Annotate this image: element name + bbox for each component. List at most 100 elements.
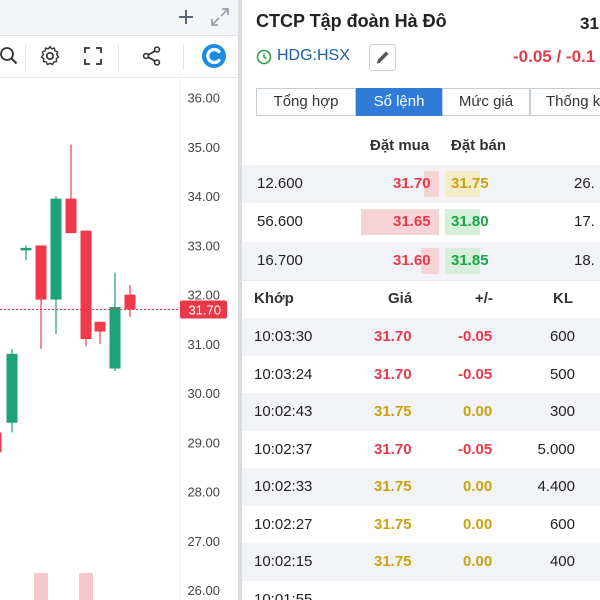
- plus-icon[interactable]: [174, 5, 198, 29]
- trade-volume: 300: [549, 403, 575, 420]
- orderbook-row[interactable]: 56.600 31.65 31.80 17.: [242, 203, 600, 241]
- trade-change: 0.00: [463, 553, 493, 570]
- candle-body: [20, 247, 32, 251]
- trade-row[interactable]: 10:02:27 31.75 0.00 600: [242, 506, 600, 544]
- y-axis-tick-label: 29.00: [187, 435, 220, 450]
- tab-thong-ke[interactable]: Thống k: [530, 88, 600, 116]
- clock-icon: [256, 49, 272, 65]
- buy-volume: 12.600: [257, 175, 303, 192]
- sell-volume: 18.: [574, 252, 595, 269]
- buy-price: 31.60: [393, 252, 431, 269]
- pencil-icon: [376, 51, 389, 64]
- y-axis-tick-label: 32.00: [187, 288, 220, 303]
- toolbar-divider: [183, 44, 184, 70]
- ticker-symbol[interactable]: HDG:HSX: [277, 47, 350, 64]
- tab-muc-gia[interactable]: Mức giá: [442, 88, 530, 116]
- expand-arrows-icon[interactable]: [208, 5, 232, 29]
- sell-price: 31.80: [451, 213, 489, 230]
- chart-panel: 36.00 35.00 34.00 33.00 32.00 31.00 30.00 29.00…: [0, 0, 238, 600]
- trade-volume: 4.400: [537, 478, 575, 495]
- trade-change: -0.05: [458, 328, 493, 345]
- panel-splitter[interactable]: [238, 0, 242, 600]
- sell-volume-bar: [445, 209, 480, 235]
- trade-price: 31.70: [374, 366, 412, 383]
- trade-time: 10:02:33: [254, 478, 313, 495]
- orderbook-row[interactable]: 16.700 31.60 31.85 18.: [242, 242, 600, 280]
- trade-row[interactable]: 10:02:33 31.75 0.00 4.400: [242, 468, 600, 506]
- trade-volume: 500: [549, 366, 575, 383]
- y-axis-tick-label: 28.00: [187, 485, 220, 500]
- trade-change: 0.00: [463, 403, 493, 420]
- chart-toolbar: [0, 36, 238, 78]
- sell-volume: 17.: [574, 213, 595, 230]
- trade-price: 31.70: [374, 441, 412, 458]
- trade-time: 10:03:24: [254, 366, 313, 383]
- sell-volume-bar: [445, 248, 480, 274]
- candle-body: [0, 432, 2, 453]
- trade-time: 10:01:55: [254, 591, 313, 600]
- buy-price: 31.65: [393, 213, 431, 230]
- sell-column-header: Đặt bán: [451, 137, 507, 154]
- candle-body: [50, 198, 62, 300]
- trade-price: 31.75: [374, 478, 412, 495]
- trade-row[interactable]: 10:02:37 31.70 -0.05 5.000: [242, 431, 600, 469]
- edit-button[interactable]: [369, 44, 396, 71]
- sell-price: 31.85: [451, 252, 489, 269]
- y-axis-tick-label: 33.00: [187, 238, 220, 253]
- trade-row[interactable]: 10:03:24 31.70 -0.05 500: [242, 356, 600, 394]
- y-axis-tick-label: 35.00: [187, 140, 220, 155]
- matches-header: Khớp Giá +/- KL: [242, 280, 600, 318]
- trade-price: 31.70: [374, 328, 412, 345]
- change-column-header: +/-: [475, 290, 493, 307]
- y-axis-tick-label: 30.00: [187, 386, 220, 401]
- tab-tong-hop[interactable]: Tổng hợp: [256, 88, 356, 116]
- volume-bar: [34, 573, 48, 600]
- buy-volume-bar: [421, 248, 439, 274]
- candlestick-chart[interactable]: 36.00 35.00 34.00 33.00 32.00 31.00 30.00 29.00…: [0, 78, 238, 600]
- candle-body: [6, 353, 18, 423]
- trade-volume: 400: [549, 553, 575, 570]
- trade-time: 10:02:37: [254, 441, 313, 458]
- trade-row[interactable]: 10:02:43 31.75 0.00 300: [242, 393, 600, 431]
- time-column-header: Khớp: [254, 290, 294, 307]
- buy-column-header: Đặt mua: [370, 137, 430, 154]
- trade-price: 31.75: [374, 553, 412, 570]
- trade-time: 10:02:15: [254, 553, 313, 570]
- price-column-header: Giá: [388, 290, 413, 307]
- sell-price: 31.75: [451, 175, 489, 192]
- trade-change: -0.05: [458, 441, 493, 458]
- sell-volume-bar: [445, 171, 480, 197]
- gear-icon[interactable]: [38, 44, 62, 68]
- fullscreen-icon[interactable]: [81, 44, 105, 68]
- trade-change: -0.05: [458, 366, 493, 383]
- y-axis-tick-label: 27.00: [187, 534, 220, 549]
- price-change: -0.05 / -0.1: [513, 47, 596, 66]
- trade-price: 31.75: [374, 516, 412, 533]
- trade-row[interactable]: 10:01:55: [242, 581, 600, 600]
- share-icon[interactable]: [140, 44, 164, 68]
- trade-volume: 5.000: [537, 441, 575, 458]
- current-price: 31: [580, 14, 599, 33]
- volume-bar: [79, 573, 93, 600]
- trade-change: 0.00: [463, 478, 493, 495]
- candle-body: [35, 245, 47, 300]
- y-axis-tick-label: 36.00: [187, 91, 220, 106]
- buy-volume-bar: [361, 209, 439, 235]
- chart-tab-bar: [0, 0, 238, 36]
- orderbook-header: Đặt mua Đặt bán: [242, 128, 600, 164]
- magnifier-icon[interactable]: [0, 44, 22, 68]
- trade-time: 10:03:30: [254, 328, 313, 345]
- volume-column-header: KL: [553, 290, 573, 307]
- trade-volume: 600: [549, 328, 575, 345]
- trade-row[interactable]: 10:02:15 31.75 0.00 400: [242, 543, 600, 581]
- trade-row[interactable]: 10:03:30 31.70 -0.05 600: [242, 318, 600, 356]
- trade-price: 31.75: [374, 403, 412, 420]
- orderbook-row[interactable]: 12.600 31.70 31.75 26.: [242, 165, 600, 203]
- tab-so-lenh[interactable]: Sổ lệnh: [356, 88, 442, 116]
- sell-volume: 26.: [574, 175, 595, 192]
- candle-body: [80, 230, 92, 339]
- brand-c-logo-icon[interactable]: [201, 43, 227, 69]
- toolbar-divider: [118, 44, 119, 70]
- detail-tabs: Tổng hợp Sổ lệnh Mức giá Thống k: [256, 88, 600, 116]
- buy-price: 31.70: [393, 175, 431, 192]
